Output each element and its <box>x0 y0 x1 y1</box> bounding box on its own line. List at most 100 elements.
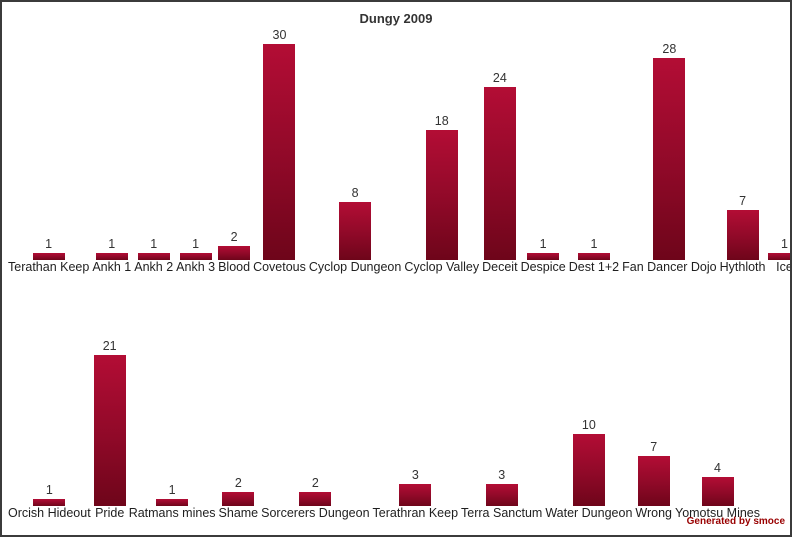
bar-value-label: 1 <box>108 237 116 251</box>
bar <box>263 44 296 260</box>
bar-row-top: 1 Terathan Keep 1 Ankh 1 1 Ankh 2 1 Ankh 3 2 Bloo… <box>8 28 792 275</box>
bar-group: 1 Ice <box>768 237 792 275</box>
category-label: Terathan Keep <box>8 260 90 274</box>
bar-group: 24 Deceit <box>482 71 517 275</box>
bar <box>653 58 686 260</box>
chart-title: Dungy 2009 <box>359 11 433 26</box>
bar-value-label: 21 <box>102 339 117 353</box>
bar-group: 21 Pride <box>93 339 126 521</box>
category-label: Hythloth <box>719 260 766 274</box>
bar-group: 18 Cyclop Valley <box>404 114 479 275</box>
category-label: Despice <box>520 260 566 274</box>
bar <box>726 210 759 260</box>
bar <box>425 130 458 260</box>
bar-group: 1 Orcish Hideout <box>8 483 91 521</box>
bar-group: 1 Ankh 1 <box>92 237 131 275</box>
bar-value-label: 1 <box>150 237 158 251</box>
bar-value-label: 2 <box>311 476 319 490</box>
category-label: Sorcerers Dungeon <box>261 506 370 520</box>
bar-group: 7 Wrong <box>635 440 672 521</box>
bar <box>483 87 516 260</box>
category-label: Blood <box>218 260 251 274</box>
bar <box>156 499 189 506</box>
category-label: Terathran Keep <box>372 506 459 520</box>
bar <box>768 253 790 260</box>
category-label: Wrong <box>635 506 672 520</box>
bar-value-label: 1 <box>45 237 53 251</box>
bar <box>572 434 605 506</box>
bar-value-label: 7 <box>650 440 658 454</box>
bar-value-label: 10 <box>581 418 596 432</box>
bar-value-label: 1 <box>192 237 200 251</box>
bar-value-label: 3 <box>498 468 506 482</box>
bar-group: 30 Covetous <box>253 28 306 275</box>
bar-group: 1 Ratmans mines <box>129 483 216 521</box>
bar-group: 1 Dest 1+2 <box>569 237 619 275</box>
category-label: Deceit <box>482 260 518 274</box>
bar <box>222 492 255 506</box>
category-label: Ratmans mines <box>128 506 216 520</box>
bar-value-label: 3 <box>411 468 419 482</box>
category-label: Covetous <box>253 260 306 274</box>
category-label: Shame <box>218 506 259 520</box>
bar-value-label: 4 <box>714 461 721 475</box>
bar <box>179 253 212 260</box>
bar <box>637 456 670 506</box>
bar-value-label: 1 <box>45 483 53 497</box>
bar-value-label: 1 <box>781 237 788 251</box>
bar-group: 2 Sorcerers Dungeon <box>261 476 369 521</box>
category-label: Ice <box>776 260 792 274</box>
category-label: Orcish Hideout <box>8 506 91 520</box>
category-label: Cyclop Dungeon <box>308 260 402 274</box>
category-label: Water Dungeon <box>545 506 633 520</box>
bar-value-label: 24 <box>492 71 507 85</box>
bar-value-label: 7 <box>739 194 747 208</box>
bar <box>299 492 332 506</box>
category-label: Ankh 2 <box>134 260 174 274</box>
bar-group: 1 Ankh 3 <box>176 237 215 275</box>
bar-group: 10 Water Dungeon <box>545 418 632 521</box>
bar-value-label: 18 <box>434 114 449 128</box>
category-label: Ankh 3 <box>176 260 216 274</box>
bar-group: 8 Cyclop Dungeon <box>309 186 401 275</box>
bar <box>527 253 560 260</box>
bar-value-label: 1 <box>590 237 598 251</box>
category-label: Dest 1+2 <box>568 260 620 274</box>
bar-group: 7 Hythloth <box>720 194 766 275</box>
category-label: Pride <box>95 506 125 520</box>
bar <box>399 484 432 506</box>
bar <box>218 246 251 260</box>
bar-group: 3 Terathran Keep <box>373 468 458 521</box>
bar <box>95 253 128 260</box>
bar-value-label: 1 <box>539 237 547 251</box>
bar-value-label: 28 <box>662 42 677 56</box>
bar-row-bottom: 1 Orcish Hideout 21 Pride 1 Ratmans mines 2 Sha… <box>8 339 760 521</box>
bar-group: 1 Terathan Keep <box>8 237 89 275</box>
bar-group: 1 Despice <box>521 237 566 275</box>
bar <box>485 484 518 506</box>
category-label: Ankh 1 <box>92 260 132 274</box>
bar <box>701 477 734 506</box>
bar <box>577 253 610 260</box>
bar-value-label: 8 <box>351 186 359 200</box>
bar-value-label: 2 <box>230 230 238 244</box>
bar-group: 2 Blood <box>218 230 251 275</box>
bar-value-label: 2 <box>234 476 242 490</box>
bar <box>137 253 170 260</box>
bar <box>93 355 126 506</box>
category-label: Cyclop Valley <box>404 260 480 274</box>
bar <box>32 253 65 260</box>
bar-value-label: 1 <box>168 483 176 497</box>
generator-credit: Generated by smoce <box>686 516 785 527</box>
category-label: Yomotsu Mines <box>675 506 760 520</box>
bar-group: 2 Shame <box>219 476 259 521</box>
bar-value-label: 30 <box>272 28 287 42</box>
bar-group: 3 Terra Sanctum <box>461 468 542 521</box>
category-label: Terra Sanctum <box>461 506 543 520</box>
bar-group: 4 Yomotsu Mines <box>675 461 760 521</box>
bar <box>339 202 372 260</box>
bar-group: 28 Fan Dancer Dojo <box>622 42 717 275</box>
category-label: Fan Dancer Dojo <box>622 260 717 274</box>
bar <box>33 499 66 506</box>
